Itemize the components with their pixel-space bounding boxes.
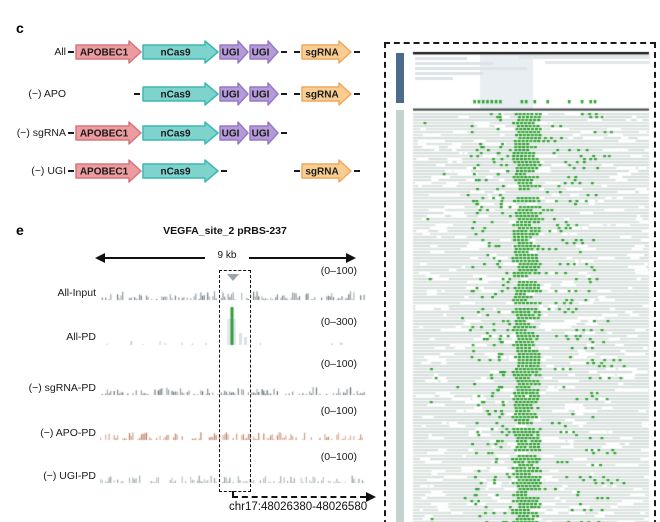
track-label: All-PD — [66, 331, 96, 343]
construct-name: (−) sgRNA — [16, 127, 66, 139]
svg-text:UGI: UGI — [222, 48, 240, 59]
coverage-sidebar-bar — [396, 53, 404, 103]
panel-c-label: c — [16, 20, 24, 36]
svg-text:nCas9: nCas9 — [160, 48, 190, 59]
track-label: (−) UGI-PD — [43, 470, 96, 482]
gene-arrow-ncas9: nCas9 — [142, 159, 219, 183]
gene-arrow-apobec1: APOBEC1 — [75, 40, 142, 64]
connector-arrowhead-icon — [366, 492, 376, 502]
gene-arrow-ugi: UGI — [219, 40, 249, 64]
svg-text:APOBEC1: APOBEC1 — [80, 48, 129, 59]
panel-e-label: e — [16, 222, 24, 238]
construct-row: (−) sgRNA APOBEC1 nCas9 UGI UGI — [0, 120, 382, 146]
track-range: (0–300) — [320, 316, 357, 328]
construct-name: (−) APO — [28, 88, 66, 100]
linker-dash — [68, 51, 74, 53]
gene-arrow-ugi: UGI — [219, 121, 249, 145]
linker-dash — [354, 51, 360, 53]
linker-dash — [294, 170, 300, 172]
svg-text:APOBEC1: APOBEC1 — [80, 167, 129, 178]
construct-name: (−) UGI — [31, 165, 66, 177]
gene-arrow-apobec1: APOBEC1 — [75, 121, 142, 145]
linker-dash — [294, 93, 300, 95]
linker-dash — [281, 93, 287, 95]
linker-dash — [68, 170, 74, 172]
gene-arrow-ncas9: nCas9 — [142, 40, 219, 64]
gene-arrow-sgrna: sgRNA — [301, 159, 352, 183]
target-site-marker-icon — [227, 274, 239, 281]
svg-text:UGI: UGI — [222, 90, 240, 101]
linker-dash — [354, 93, 360, 95]
track-range: (0–100) — [320, 358, 357, 370]
coverage-tracks-canvas — [100, 264, 368, 492]
svg-text:UGI: UGI — [222, 129, 240, 140]
svg-text:UGI: UGI — [252, 129, 270, 140]
gene-arrow-ncas9: nCas9 — [142, 82, 219, 106]
gene-arrow-ugi: UGI — [219, 82, 249, 106]
linker-dash — [221, 170, 227, 172]
svg-text:UGI: UGI — [252, 90, 270, 101]
region-coordinates: chr17:48026380-48026580 — [229, 501, 368, 513]
track-label: (−) sgRNA-PD — [28, 382, 96, 394]
linker-dash — [354, 170, 360, 172]
construct-row: (−) UGI APOBEC1 nCas9 sgRNA — [0, 158, 382, 184]
gene-arrow-ugi: UGI — [249, 40, 279, 64]
scale-arrow-left-icon — [95, 253, 105, 263]
gene-arrow-sgrna: sgRNA — [301, 82, 352, 106]
gene-arrow-apobec1: APOBEC1 — [75, 159, 142, 183]
svg-text:sgRNA: sgRNA — [305, 167, 338, 178]
track-label: (−) APO-PD — [40, 427, 96, 439]
gene-arrow-ugi: UGI — [249, 121, 279, 145]
locus-title: VEGFA_site_2 pRBS-237 — [163, 225, 287, 237]
read-alignment-canvas — [411, 51, 651, 522]
track-range: (0–100) — [320, 451, 357, 463]
scale-label: 9 kb — [205, 250, 249, 261]
track-range: (0–100) — [320, 405, 357, 417]
scale-line-right — [249, 257, 346, 259]
svg-text:sgRNA: sgRNA — [305, 48, 338, 59]
linker-dash — [134, 93, 140, 95]
target-region-box — [219, 270, 251, 492]
zoom-panel-border — [384, 42, 656, 522]
construct-row: (−) APO nCas9 UGI UGI sgRNA — [0, 81, 382, 107]
svg-text:APOBEC1: APOBEC1 — [80, 129, 129, 140]
linker-dash — [281, 132, 287, 134]
construct-name: All — [54, 46, 66, 58]
track-range: (0–100) — [320, 265, 357, 277]
connector-line-vertical — [232, 491, 234, 498]
track-label: All-Input — [57, 287, 96, 299]
scale-line-left — [104, 257, 205, 259]
scale-arrow-right-icon — [346, 253, 356, 263]
gene-arrow-ncas9: nCas9 — [142, 121, 219, 145]
gene-arrow-sgrna: sgRNA — [301, 40, 352, 64]
svg-text:nCas9: nCas9 — [160, 90, 190, 101]
linker-dash — [294, 51, 300, 53]
gene-arrow-ugi: UGI — [249, 82, 279, 106]
linker-dash — [68, 132, 74, 134]
svg-text:nCas9: nCas9 — [160, 129, 190, 140]
linker-dash — [281, 51, 287, 53]
svg-text:nCas9: nCas9 — [160, 167, 190, 178]
construct-row: All APOBEC1 nCas9 UGI UGI sgRNA — [0, 39, 382, 65]
svg-text:UGI: UGI — [252, 48, 270, 59]
svg-text:sgRNA: sgRNA — [305, 90, 338, 101]
reads-sidebar-bar — [396, 110, 404, 522]
connector-line-horizontal — [232, 496, 366, 498]
